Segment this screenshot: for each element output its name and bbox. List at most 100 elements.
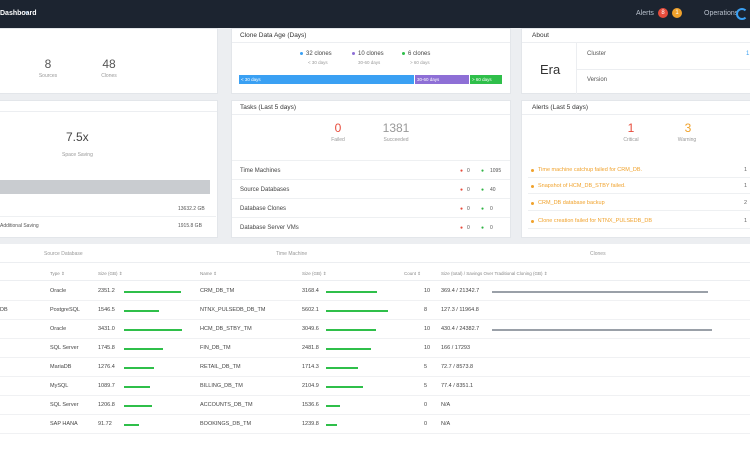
task-row-label[interactable]: Source Databases: [240, 187, 290, 193]
alert-item-link[interactable]: CRM_DB database backup: [538, 200, 605, 206]
alert-bullet-icon: [531, 185, 534, 188]
divider: [0, 338, 750, 339]
column-header-source-size[interactable]: Size (GB) ⇕: [98, 271, 123, 276]
row-tm-name[interactable]: BOOKINGS_DB_TM: [200, 421, 252, 427]
saving-row-value: 13632.2 GB: [178, 206, 205, 212]
row-tm-size: 2481.8: [302, 345, 319, 351]
task-row-label[interactable]: Time Machines: [240, 168, 281, 174]
row-tm-size: 5602.1: [302, 307, 319, 313]
row-tm-name[interactable]: RETAIL_DB_TM: [200, 364, 241, 370]
age-sub-30-60: 30-60 days: [358, 60, 381, 65]
column-header-type[interactable]: Type ⇕: [50, 271, 65, 276]
row-type: SQL Server: [50, 345, 79, 351]
row-count: 5: [424, 383, 428, 389]
task-failed-dot-icon: ●: [460, 206, 464, 212]
alert-item-link[interactable]: Time machine catchup failed for CRM_DB.: [538, 167, 643, 173]
task-succeeded-count: 0: [490, 225, 493, 231]
tm-size-bar: [326, 386, 363, 388]
chevron-down-icon[interactable]: ▾: [25, 10, 29, 17]
row-tm-name[interactable]: ACCOUNTS_DB_TM: [200, 402, 253, 408]
group-header-time-machine: Time Machine: [276, 251, 308, 257]
space-saving-card: [0, 100, 218, 238]
divider: [0, 300, 750, 301]
task-succeeded-dot-icon: ●: [481, 206, 485, 212]
alert-bullet-icon: [531, 220, 534, 223]
row-type: SAP HANA: [50, 421, 78, 427]
sources-count: 8: [44, 57, 52, 71]
task-succeeded-count: 1095: [490, 168, 502, 174]
row-tm-name[interactable]: BILLING_DB_TM: [200, 383, 243, 389]
clones-count: 48: [102, 57, 116, 71]
dashboard-menu[interactable]: Dashboard: [0, 10, 37, 17]
tasks-failed-count: 0: [334, 121, 342, 135]
card-title: Clone Data Age (Days): [240, 32, 307, 39]
age-sub-under-30: < 30 days: [308, 60, 328, 65]
space-saving-label: Space Saving: [62, 152, 93, 158]
row-count: 5: [424, 364, 428, 370]
alerts-warning-badge[interactable]: 1: [672, 8, 682, 18]
row-type: PostgreSQL: [50, 307, 80, 313]
alert-item-count: 1: [744, 183, 748, 189]
row-tm-size: 1536.6: [302, 402, 319, 408]
row-source-size: 2351.2: [98, 288, 115, 294]
product-name: Era: [540, 62, 561, 77]
age-item-over-60: 6 clones: [402, 51, 430, 57]
divider: [232, 114, 510, 115]
divider: [0, 414, 750, 415]
alerts-warning-count: 3: [684, 121, 692, 135]
task-row-label[interactable]: Database Server VMs: [240, 225, 299, 231]
operations-label[interactable]: Operations: [704, 10, 739, 17]
clones-label: Clones: [101, 73, 117, 79]
divider: [528, 177, 750, 178]
column-header-count[interactable]: Count ⇕: [404, 271, 422, 276]
row-tm-name[interactable]: NTNX_PULSEDB_DB_TM: [200, 307, 266, 313]
summary-card: 8 Sources 48 Clones: [0, 28, 218, 94]
age-bar-30-60: 30-60 days: [415, 75, 469, 84]
cluster-value[interactable]: 1: [746, 51, 750, 57]
alerts-warning-label: Warning: [677, 137, 697, 143]
version-label: Version: [587, 77, 608, 83]
row-db-name[interactable]: DB: [0, 307, 8, 313]
row-clones-size: N/A: [441, 402, 451, 408]
alert-item-link[interactable]: Snapshot of HCM_DB_STBY failed.: [538, 183, 626, 189]
tasks-succeeded-count: 1381: [382, 121, 410, 135]
row-count: 10: [424, 326, 431, 332]
column-header-clones-size[interactable]: Size (total) / Savings Over Traditional …: [441, 271, 548, 276]
row-tm-size: 1714.3: [302, 364, 319, 370]
cluster-label: Cluster: [587, 51, 607, 57]
row-tm-name[interactable]: FIN_DB_TM: [200, 345, 231, 351]
alerts-card: Alerts (Last 5 days): [521, 100, 750, 238]
row-tm-name[interactable]: CRM_DB_TM: [200, 288, 235, 294]
operations-spinner-icon[interactable]: [736, 8, 748, 20]
column-header-tm-size[interactable]: Size (GB) ⇕: [302, 271, 327, 276]
alert-item-count: 1: [744, 218, 748, 224]
alerts-critical-badge[interactable]: 8: [658, 8, 668, 18]
tm-size-bar: [326, 424, 337, 426]
additional-saving-value: 1915.8 GB: [178, 223, 202, 229]
column-header-name[interactable]: Name ⇕: [200, 271, 218, 276]
about-card: About: [521, 28, 750, 95]
row-tm-name[interactable]: HCM_DB_STBY_TM: [200, 326, 252, 332]
alert-item-link[interactable]: Clone creation failed for NTNX_PULSEDB_D…: [538, 218, 653, 224]
card-title: Tasks (Last 5 days): [240, 104, 296, 111]
task-row-label[interactable]: Database Clones: [240, 206, 287, 212]
source-size-bar: [124, 348, 163, 350]
source-size-bar: [124, 424, 139, 426]
alerts-label[interactable]: Alerts: [636, 10, 654, 17]
divider: [0, 319, 750, 320]
row-source-size: 1546.5: [98, 307, 115, 313]
age-bar-over-60: > 60 days: [470, 75, 502, 84]
divider: [0, 395, 750, 396]
source-size-bar: [124, 405, 152, 407]
green-dot-icon: [402, 51, 405, 55]
source-size-bar: [124, 329, 182, 331]
row-clones-size: 369.4 / 21342.7: [441, 288, 480, 294]
row-source-size: 1276.4: [98, 364, 115, 370]
row-type: MySQL: [50, 383, 69, 389]
row-count: 10: [424, 345, 431, 351]
row-source-size: 1206.8: [98, 402, 115, 408]
task-failed-count: 0: [467, 206, 470, 212]
task-failed-count: 0: [467, 187, 470, 193]
tm-size-bar: [326, 405, 340, 407]
row-count: 0: [424, 402, 428, 408]
